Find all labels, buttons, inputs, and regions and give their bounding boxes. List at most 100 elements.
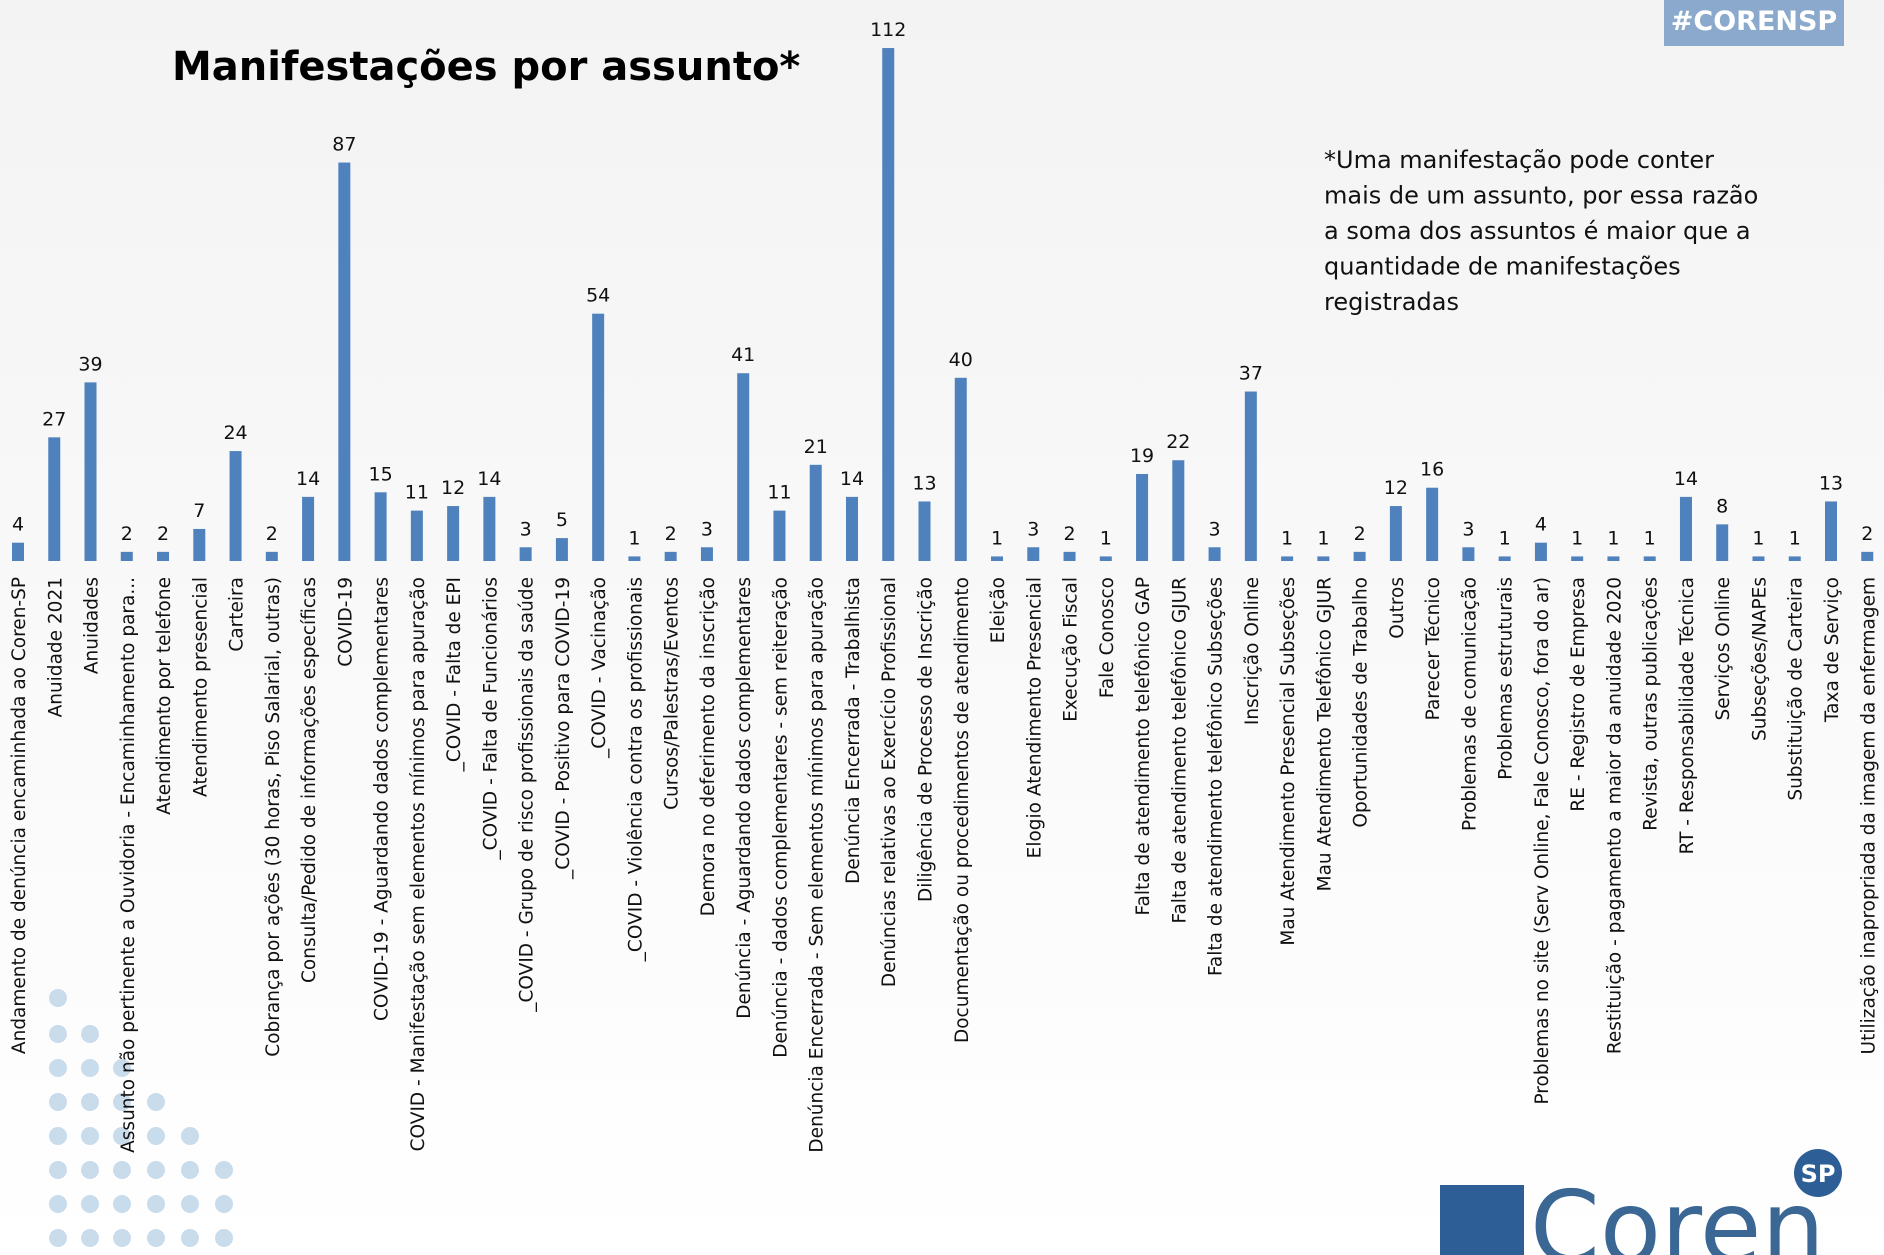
logo-badge: [1794, 1149, 1842, 1197]
value-label: 24: [223, 422, 247, 444]
chart-title: Manifestações por assunto*: [172, 44, 800, 90]
bar: [483, 496, 496, 561]
note: *Uma manifestação pode conter mais de um …: [1324, 146, 1758, 316]
value-label: 2: [1354, 523, 1366, 545]
value-label: 14: [840, 468, 864, 490]
value-label: 87: [332, 134, 356, 156]
value-label: 7: [193, 500, 205, 522]
x-tick-label: Problemas de comunicação: [1459, 577, 1480, 831]
value-label: 1: [1571, 527, 1583, 549]
value-label: 11: [405, 482, 429, 504]
bar: [1172, 460, 1185, 561]
x-tick-label: _COVID - Falta de EPI: [444, 577, 465, 772]
bar: [1534, 542, 1547, 561]
bar: [882, 48, 895, 562]
x-tick-label: Cursos/Palestras/Eventos: [662, 577, 683, 810]
value-label: 13: [912, 472, 936, 494]
bar: [1643, 556, 1656, 561]
bar: [1426, 487, 1439, 561]
x-tick-label: COVID-19: [335, 577, 356, 667]
x-tick-label: Falta de atendimento telefônico GAP: [1133, 577, 1154, 915]
value-label: 2: [1063, 523, 1075, 545]
value-label: 19: [1130, 445, 1154, 467]
bar: [12, 542, 24, 561]
value-label: 5: [556, 509, 568, 531]
bar: [1825, 501, 1837, 561]
bar: [229, 451, 242, 561]
x-tick-label: _COVID - Falta de Funcionários: [480, 577, 501, 861]
value-label: 27: [42, 408, 66, 430]
value-label: 112: [870, 19, 906, 41]
value-label: 1: [1317, 527, 1329, 549]
value-label: 14: [1674, 468, 1698, 490]
x-tick-label: Denúncia - dados complementares - sem re…: [770, 577, 791, 1058]
bar: [338, 162, 351, 562]
plot: 4 Andamento de denúncia encaminhada ao Co…: [9, 19, 1879, 1153]
value-label: 12: [441, 477, 465, 499]
note-line: *Uma manifestação pode conter: [1324, 146, 1714, 174]
x-tick-label: Substituição de Carteira: [1786, 577, 1807, 801]
x-tick-label: Utilização inapropriada da imagem da enf…: [1858, 577, 1879, 1054]
x-tick-label: Revista, outras publicações: [1641, 577, 1662, 831]
bar: [991, 556, 1004, 561]
bar: [1389, 506, 1402, 561]
value-label: 1: [1281, 527, 1293, 549]
x-tick-label: Consulta/Pedido de informações específic…: [299, 577, 320, 983]
value-label: 37: [1239, 363, 1263, 385]
value-label: 16: [1420, 459, 1444, 481]
x-tick-label: Cobrança por ações (30 horas, Piso Salar…: [263, 577, 284, 1057]
x-tick-label: Carteira: [227, 577, 248, 652]
bar: [157, 551, 170, 561]
bar: [120, 551, 133, 561]
value-label: 39: [78, 353, 102, 375]
value-label: 54: [586, 285, 610, 307]
x-tick-label: Inscrição Online: [1242, 577, 1263, 725]
bar: [447, 506, 460, 561]
bar: [1861, 551, 1874, 561]
value-label: 4: [1535, 514, 1547, 536]
value-label: 4: [12, 514, 24, 536]
x-tick-label: Subseções/NAPEs: [1749, 577, 1770, 741]
bar: [555, 538, 568, 561]
bar: [48, 437, 61, 561]
value-label: 3: [1027, 518, 1039, 540]
bar: [1244, 391, 1257, 561]
bar: [1716, 524, 1729, 561]
bar: [302, 496, 315, 561]
x-tick-label: COVID - Manifestação sem elementos mínim…: [408, 577, 429, 1151]
bar: [954, 377, 967, 561]
x-tick-label: Atendimento presencial: [190, 577, 211, 797]
bar: [1136, 473, 1149, 561]
bar: [1063, 551, 1076, 561]
value-label: 2: [266, 523, 278, 545]
value-label: 15: [369, 463, 393, 485]
bar: [1317, 556, 1330, 561]
value-label: 2: [1861, 523, 1873, 545]
bar: [1281, 556, 1294, 561]
x-tick-label: _COVID - Positivo para COVID-19: [553, 577, 574, 880]
bar: [1607, 556, 1620, 561]
value-label: 1: [1644, 527, 1656, 549]
logo-emblem: [1440, 1185, 1524, 1255]
hashtag: #CORENSP: [1671, 6, 1837, 37]
x-tick-label: _COVID - Grupo de risco profissionais da…: [517, 577, 538, 1013]
bar: [700, 547, 713, 561]
bar: [1498, 556, 1511, 561]
x-tick-label: Parecer Técnico: [1423, 577, 1444, 720]
x-tick-label: Oportunidades de Trabalho: [1351, 577, 1372, 828]
x-tick-label: Elogio Atendimento Presencial: [1024, 577, 1045, 858]
x-tick-label: Atendimento por telefone: [154, 577, 175, 815]
bar: [918, 501, 931, 561]
value-label: 1: [1607, 527, 1619, 549]
bar: [1099, 556, 1112, 561]
x-tick-label: Anuidades: [82, 577, 103, 674]
bar: [628, 556, 641, 561]
value-label: 2: [121, 523, 133, 545]
x-tick-label: Mau Atendimento Telefônico GJUR: [1314, 577, 1335, 892]
value-label: 14: [296, 468, 320, 490]
x-tick-label: RE - Registro de Empresa: [1568, 577, 1589, 812]
decor-dots: [49, 989, 233, 1247]
x-tick-label: Anuidade 2021: [45, 577, 66, 717]
bar: [374, 492, 387, 561]
